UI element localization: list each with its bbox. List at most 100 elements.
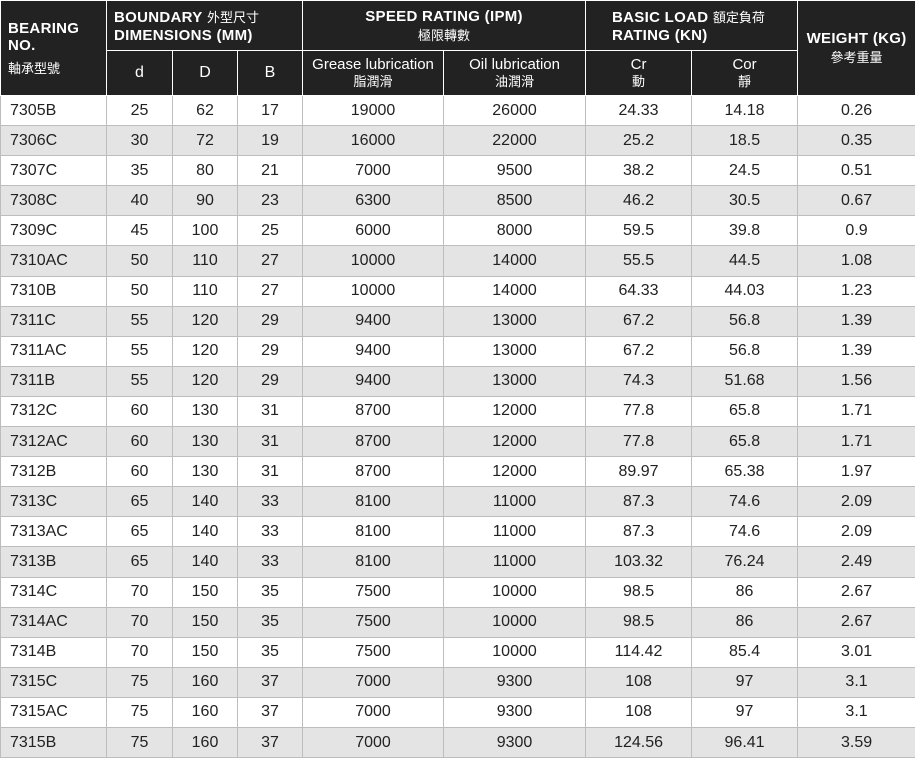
weight-cell: 1.97 <box>798 457 915 487</box>
bearing-no-cell: 7313B <box>1 547 107 577</box>
inner-diameter-cell: 75 <box>107 727 173 757</box>
dimensions-label: DIMENSIONS (MM) <box>114 27 302 44</box>
bearing-no-cell: 7315AC <box>1 697 107 727</box>
bearing-no-cell: 7305B <box>1 96 107 126</box>
grease-speed-cell: 7500 <box>303 607 444 637</box>
inner-diameter-cell: 60 <box>107 396 173 426</box>
inner-diameter-cell: 40 <box>107 186 173 216</box>
dynamic-load-cell: 74.3 <box>586 366 692 396</box>
oil-speed-cell: 9300 <box>444 727 586 757</box>
weight-cell: 1.23 <box>798 276 915 306</box>
weight-cell: 0.35 <box>798 126 915 156</box>
weight-cell: 3.1 <box>798 697 915 727</box>
speed-rating-label-zh: 極限轉數 <box>303 25 585 44</box>
header-grease: Grease lubrication 脂潤滑 <box>303 51 444 96</box>
static-load-cell: 96.41 <box>692 727 798 757</box>
width-cell: 25 <box>238 216 303 246</box>
oil-speed-cell: 10000 <box>444 607 586 637</box>
width-cell: 31 <box>238 427 303 457</box>
outer-diameter-cell: 150 <box>173 637 238 667</box>
static-load-cell: 14.18 <box>692 96 798 126</box>
grease-speed-cell: 7500 <box>303 637 444 667</box>
oil-speed-cell: 13000 <box>444 336 586 366</box>
grease-speed-cell: 8100 <box>303 547 444 577</box>
header-bearing-no: BEARING NO. 軸承型號 <box>1 1 107 96</box>
dynamic-load-cell: 25.2 <box>586 126 692 156</box>
basic-load-label-zh: 額定負荷 <box>713 10 765 25</box>
outer-diameter-cell: 110 <box>173 246 238 276</box>
static-load-cell: 65.38 <box>692 457 798 487</box>
grease-speed-cell: 8100 <box>303 487 444 517</box>
dynamic-load-cell: 64.33 <box>586 276 692 306</box>
cor-label: Cor <box>732 56 756 73</box>
width-cell: 19 <box>238 126 303 156</box>
static-load-cell: 44.03 <box>692 276 798 306</box>
oil-label-zh: 油潤滑 <box>444 73 585 90</box>
width-cell: 35 <box>238 577 303 607</box>
inner-diameter-cell: 30 <box>107 126 173 156</box>
grease-speed-cell: 7000 <box>303 156 444 186</box>
outer-diameter-cell: 160 <box>173 667 238 697</box>
weight-cell: 3.59 <box>798 727 915 757</box>
grease-speed-cell: 10000 <box>303 246 444 276</box>
grease-speed-cell: 9400 <box>303 306 444 336</box>
boundary-label-zh: 外型尺寸 <box>207 10 259 25</box>
outer-diameter-cell: 150 <box>173 577 238 607</box>
static-load-cell: 97 <box>692 697 798 727</box>
weight-cell: 2.67 <box>798 607 915 637</box>
oil-speed-cell: 14000 <box>444 246 586 276</box>
weight-cell: 0.51 <box>798 156 915 186</box>
header-cr: Cr 動 <box>586 51 692 96</box>
bearing-no-cell: 7308C <box>1 186 107 216</box>
outer-diameter-cell: 120 <box>173 366 238 396</box>
static-load-cell: 24.5 <box>692 156 798 186</box>
width-cell: 31 <box>238 457 303 487</box>
width-cell: 29 <box>238 336 303 366</box>
dynamic-load-cell: 24.33 <box>586 96 692 126</box>
outer-diameter-cell: 140 <box>173 547 238 577</box>
header-boundary-dimensions: BOUNDARY 外型尺寸 DIMENSIONS (MM) <box>107 1 303 51</box>
inner-diameter-cell: 75 <box>107 697 173 727</box>
weight-cell: 2.09 <box>798 517 915 547</box>
outer-diameter-cell: 160 <box>173 697 238 727</box>
dynamic-load-cell: 103.32 <box>586 547 692 577</box>
outer-diameter-cell: 100 <box>173 216 238 246</box>
weight-label-zh: 參考重量 <box>798 47 915 66</box>
dynamic-load-cell: 114.42 <box>586 637 692 667</box>
width-cell: 37 <box>238 667 303 697</box>
bearing-no-cell: 7315B <box>1 727 107 757</box>
weight-cell: 2.09 <box>798 487 915 517</box>
oil-speed-cell: 14000 <box>444 276 586 306</box>
dynamic-load-cell: 87.3 <box>586 487 692 517</box>
width-cell: 27 <box>238 276 303 306</box>
oil-speed-cell: 9300 <box>444 667 586 697</box>
outer-diameter-cell: 62 <box>173 96 238 126</box>
outer-diameter-cell: 130 <box>173 457 238 487</box>
bearing-no-cell: 7311AC <box>1 336 107 366</box>
boundary-label: BOUNDARY <box>114 9 203 26</box>
static-load-cell: 51.68 <box>692 366 798 396</box>
width-cell: 27 <box>238 246 303 276</box>
outer-diameter-cell: 130 <box>173 427 238 457</box>
grease-speed-cell: 19000 <box>303 96 444 126</box>
bearing-no-cell: 7311B <box>1 366 107 396</box>
dynamic-load-cell: 77.8 <box>586 427 692 457</box>
inner-diameter-cell: 70 <box>107 607 173 637</box>
bearing-no-cell: 7310B <box>1 276 107 306</box>
weight-cell: 2.49 <box>798 547 915 577</box>
oil-speed-cell: 10000 <box>444 637 586 667</box>
outer-diameter-cell: 140 <box>173 487 238 517</box>
oil-speed-cell: 12000 <box>444 396 586 426</box>
width-cell: 17 <box>238 96 303 126</box>
grease-speed-cell: 6300 <box>303 186 444 216</box>
